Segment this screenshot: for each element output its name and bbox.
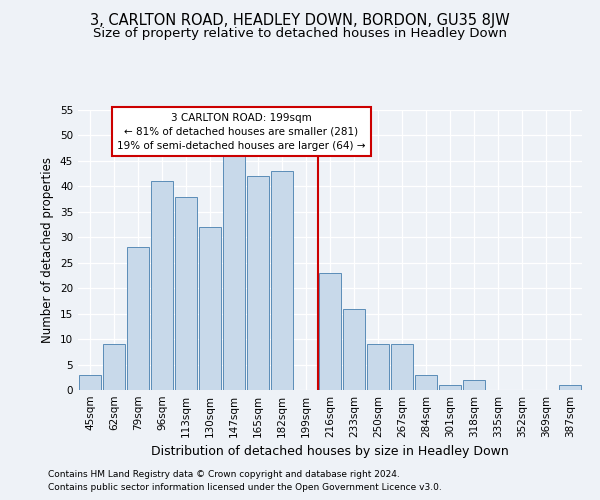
Bar [79,374,101,390]
Y-axis label: Number of detached properties: Number of detached properties [41,157,55,343]
Bar [319,273,341,390]
Text: 3 CARLTON ROAD: 199sqm
← 81% of detached houses are smaller (281)
19% of semi-de: 3 CARLTON ROAD: 199sqm ← 81% of detached… [117,112,365,150]
Bar [199,227,221,390]
Bar [463,380,485,390]
Text: 3, CARLTON ROAD, HEADLEY DOWN, BORDON, GU35 8JW: 3, CARLTON ROAD, HEADLEY DOWN, BORDON, G… [90,12,510,28]
Bar [103,344,125,390]
Bar [151,182,173,390]
Bar [559,385,581,390]
Bar [175,196,197,390]
Bar [247,176,269,390]
Text: Size of property relative to detached houses in Headley Down: Size of property relative to detached ho… [93,28,507,40]
X-axis label: Distribution of detached houses by size in Headley Down: Distribution of detached houses by size … [151,446,509,458]
Text: Contains public sector information licensed under the Open Government Licence v3: Contains public sector information licen… [48,484,442,492]
Bar [223,156,245,390]
Bar [415,374,437,390]
Bar [127,248,149,390]
Bar [343,308,365,390]
Bar [391,344,413,390]
Text: Contains HM Land Registry data © Crown copyright and database right 2024.: Contains HM Land Registry data © Crown c… [48,470,400,479]
Bar [271,171,293,390]
Bar [439,385,461,390]
Bar [367,344,389,390]
